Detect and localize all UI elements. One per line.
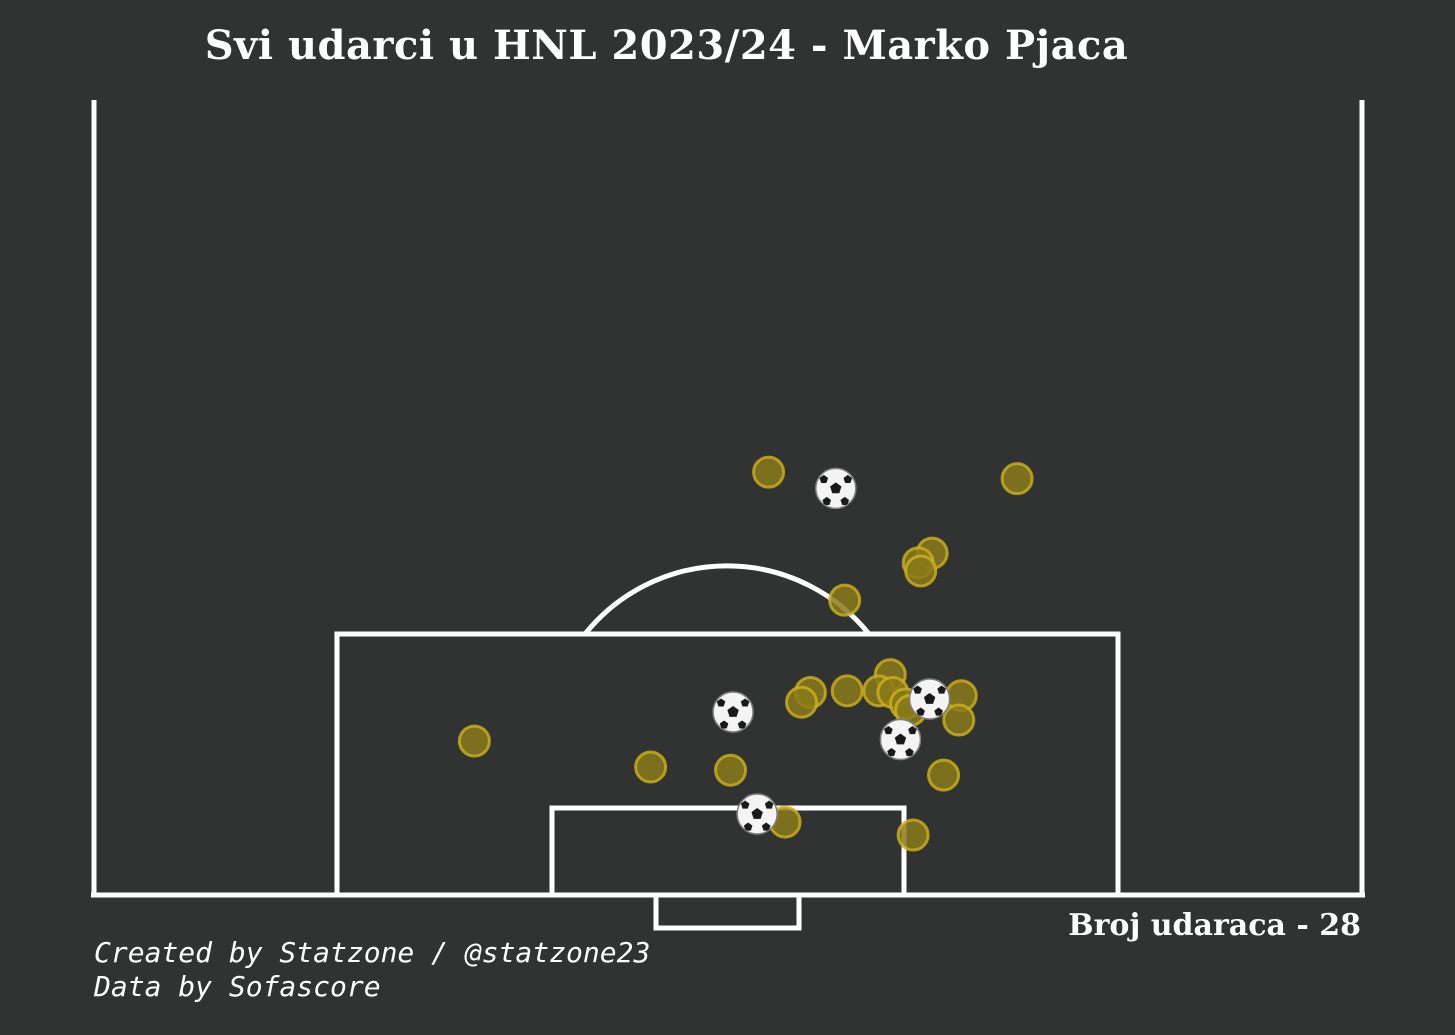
shot-marker-18: [634, 750, 668, 784]
goal-ball-icon-4: [879, 718, 922, 761]
shot-marker-1: [752, 455, 786, 489]
shot-marker-20: [927, 758, 961, 792]
chart-title: Svi udarci u HNL 2023/24 - Marko Pjaca: [204, 22, 1129, 69]
goal: [653, 895, 802, 931]
shot-marker-22: [896, 818, 930, 852]
shot-marker-19: [714, 753, 748, 787]
credits-created-by: Created by Statzone / @statzone23: [94, 936, 651, 969]
credits-data-source: Data by Sofascore: [94, 970, 381, 1003]
shot-marker-13: [785, 685, 819, 719]
penalty-arc: [583, 563, 871, 636]
shot-marker-17: [457, 724, 491, 758]
shot-marker-5: [904, 554, 938, 588]
shot-marker-16: [942, 703, 976, 737]
goal-ball-icon-1: [815, 467, 857, 510]
shot-count-label: Broj udaraca - 28: [1068, 908, 1361, 943]
shots-layer: [457, 455, 1034, 852]
goal-ball-icon-3: [712, 691, 754, 733]
shot-marker-6: [828, 583, 862, 617]
goal-ball-icon-5: [736, 793, 778, 835]
penalty-area: [334, 631, 1121, 895]
shot-marker-9: [830, 674, 864, 708]
credits: Created by Statzone / @statzone23 Data b…: [94, 936, 650, 1004]
goal-area: [549, 805, 907, 895]
shot-marker-2: [1000, 462, 1034, 496]
goal-ball-icon-2: [908, 678, 951, 720]
